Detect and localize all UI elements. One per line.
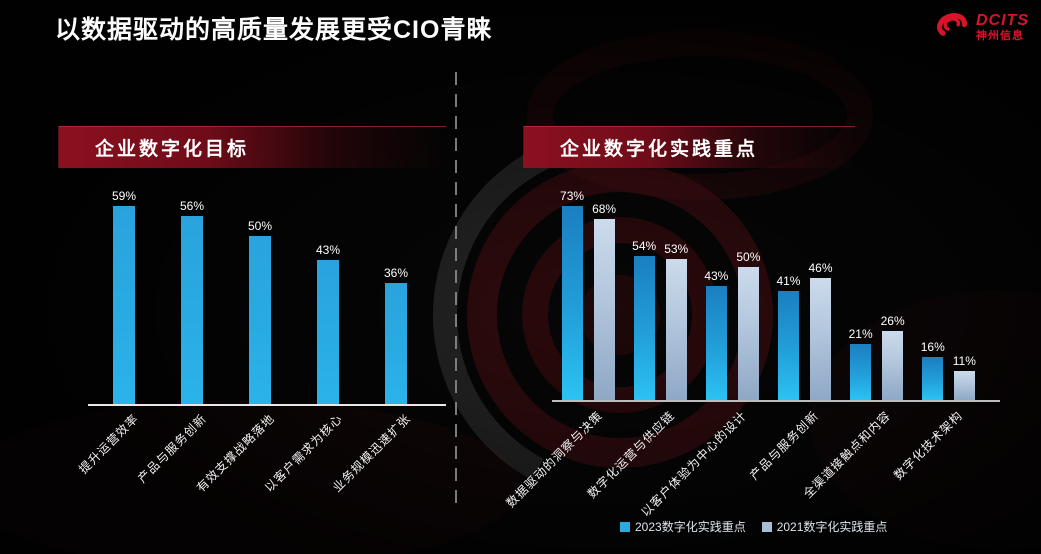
bar-column: 56%	[180, 199, 204, 404]
bar	[705, 286, 727, 400]
slide-title: 以数据驱动的高质量发展更受CIO青睐	[55, 16, 493, 44]
bar-column: 41%	[776, 274, 800, 400]
bar	[665, 259, 687, 400]
legend-swatch	[761, 521, 772, 532]
bar	[810, 278, 831, 400]
bar-value-label: 43%	[704, 269, 729, 283]
bar-column: 59%	[112, 189, 136, 404]
bar	[633, 256, 655, 400]
bar	[777, 291, 799, 400]
left-chart-title: 企业数字化目标	[95, 139, 250, 160]
brand-name: DCITS	[976, 11, 1029, 29]
right-chart-x-axis-line	[552, 400, 1000, 402]
legend-item: 2023数字化实践重点	[620, 518, 746, 535]
left-chart-x-axis-line	[88, 404, 446, 406]
bar	[850, 344, 872, 400]
bar-value-label: 68%	[592, 202, 617, 216]
brand-swirl-icon	[932, 8, 972, 47]
bar	[953, 371, 975, 400]
bar	[922, 357, 944, 400]
bar-value-label: 46%	[808, 261, 833, 275]
bar-value-label: 50%	[736, 250, 761, 264]
panel-divider	[455, 72, 457, 508]
bar-column: 73%	[560, 189, 584, 400]
right-chart-plot: 73% 68% 54% 53% 43% 50% 41% 46% 21% 26% 16% 11%	[552, 178, 984, 400]
bar	[113, 206, 135, 404]
bar-group: 21% 26%	[849, 314, 905, 400]
left-chart-header-banner: 企业数字化目标	[58, 126, 446, 168]
bar	[561, 206, 583, 400]
brand-company-name: 神州信息	[976, 30, 1024, 43]
bar-group: 16% 11%	[921, 340, 976, 400]
bar-column: 46%	[808, 261, 833, 400]
legend-label: 2023数字化实践重点	[635, 520, 746, 534]
legend-swatch	[620, 521, 630, 532]
bar-value-label: 21%	[848, 327, 873, 341]
left-chart-x-axis-labels: 提升运营效率 产品与服务创新 有效支撑战略落地 以客户需求为核心 业务规模迅速扩张	[76, 410, 430, 522]
x-axis-label: 产品与服务创新	[747, 408, 822, 483]
x-axis-label: 数字化技术架构	[891, 408, 966, 483]
bar-value-label: 50%	[247, 219, 273, 233]
bar	[181, 216, 203, 404]
left-chart-plot: 59% 56% 50% 43% 36%	[90, 182, 430, 404]
brand-logo-text: DCITS 神州信息	[976, 12, 1029, 43]
bar	[249, 236, 271, 404]
bar-group: 54% 53%	[632, 239, 688, 400]
bar	[317, 260, 339, 404]
legend-item: 2021数字化实践重点	[761, 518, 888, 535]
bar-value-label: 53%	[664, 242, 689, 256]
bar-column: 50%	[248, 219, 272, 404]
bar-column: 50%	[736, 250, 760, 400]
bar-group: 73% 68%	[560, 189, 616, 400]
x-axis-label: 产品与服务创新	[135, 411, 210, 486]
brand-logo: DCITS 神州信息	[932, 8, 1029, 47]
right-chart-title: 企业数字化实践重点	[560, 139, 759, 160]
bar	[593, 219, 615, 400]
bar-value-label: 43%	[315, 243, 341, 257]
bar-value-label: 26%	[880, 314, 905, 328]
legend-label: 2021数字化实践重点	[776, 520, 888, 534]
bar-value-label: 54%	[632, 239, 657, 253]
bar-column: 36%	[384, 266, 408, 404]
right-chart-header-banner: 企业数字化实践重点	[523, 126, 855, 168]
bar-value-label: 36%	[383, 266, 409, 280]
bar	[385, 283, 407, 404]
chart-legend: 2023数字化实践重点 2021数字化实践重点	[620, 518, 887, 535]
bar	[882, 331, 904, 400]
bar-column: 68%	[592, 202, 616, 400]
bar-column: 43%	[704, 269, 728, 400]
bar-value-label: 56%	[179, 199, 205, 213]
right-chart-x-axis-labels: 数据驱动的洞察与决策 数字化运营与供应链 以客户体验为中心的设计 产品与服务创新 全渠道…	[503, 407, 984, 519]
bar-value-label: 73%	[560, 189, 585, 203]
bar-value-label: 11%	[952, 354, 976, 368]
bar-group: 41% 46%	[776, 261, 833, 400]
bar-group: 43% 50%	[704, 250, 760, 400]
bar-column: 54%	[632, 239, 656, 400]
bar	[737, 267, 759, 400]
bar-column: 16%	[921, 340, 945, 400]
bar-value-label: 41%	[776, 274, 801, 288]
bar-column: 26%	[881, 314, 905, 400]
bar-column: 11%	[953, 354, 976, 400]
bar-column: 43%	[316, 243, 340, 404]
bar-value-label: 59%	[111, 189, 137, 203]
bar-column: 21%	[849, 327, 873, 400]
bar-column: 53%	[664, 242, 688, 400]
bar-value-label: 16%	[920, 340, 945, 354]
